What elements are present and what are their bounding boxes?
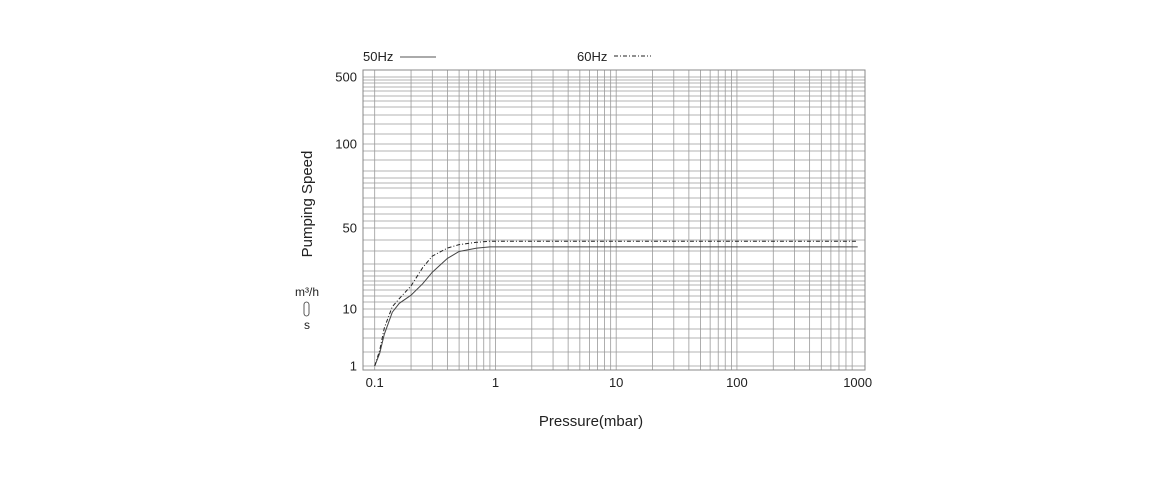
legend: 50Hz 60Hz [363,49,651,64]
y-tick-label: 10 [343,302,357,317]
y-axis-title: Pumping Speed [299,151,316,258]
unit-divider-icon [303,301,310,317]
y-tick-label: 500 [335,70,357,85]
series-line-50hz [374,246,858,367]
x-axis-title: Pressure(mbar) [539,413,643,430]
x-tick-label: 10 [609,375,623,390]
y-tick-labels: 1 10 50 100 500 [335,70,357,374]
x-tick-label: 1 [492,375,499,390]
grid [363,70,865,370]
x-tick-label: 1000 [843,375,872,390]
y-tick-label: 50 [343,221,357,236]
legend-label-60hz: 60Hz [577,49,607,64]
legend-label-50hz: 50Hz [363,49,393,64]
x-tick-labels: 0.1 1 10 100 1000 [366,375,872,390]
unit-bottom: s [304,318,310,332]
y-tick-label: 100 [335,137,357,152]
y-tick-label: 1 [350,359,357,374]
series-layer [374,240,858,367]
units-indicator: m³/h s [295,285,319,332]
plot-frame [362,69,866,371]
series-line-60hz [374,240,858,367]
x-tick-label: 0.1 [366,375,384,390]
unit-top: m³/h [295,285,319,299]
x-tick-label: 100 [726,375,748,390]
